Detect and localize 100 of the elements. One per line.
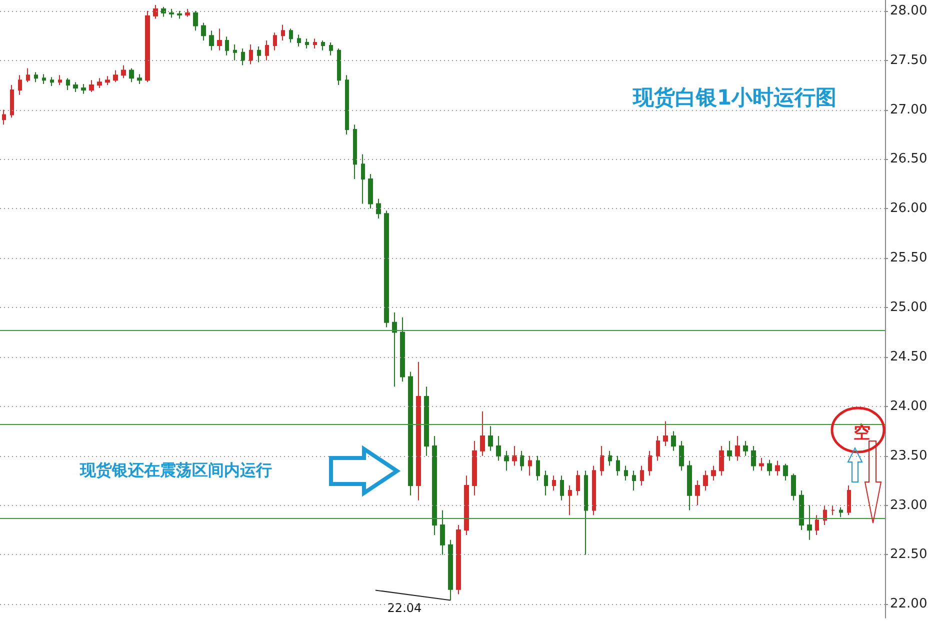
- candlestick: [345, 74, 349, 135]
- candlestick: [775, 460, 780, 476]
- annotation: 空: [854, 423, 870, 443]
- candlestick: [448, 539, 453, 601]
- y-tick-label: 24.50: [890, 349, 928, 364]
- candlestick: [807, 504, 812, 540]
- candlestick: [225, 36, 229, 56]
- y-tick-label: 22.00: [890, 596, 928, 612]
- y-tick-label: 26.50: [890, 152, 928, 167]
- candlestick: [480, 410, 485, 456]
- annotation: 现货银还在震荡区间内运行: [79, 460, 272, 480]
- candlestick: [97, 78, 102, 89]
- candlestick: [759, 457, 764, 472]
- y-tick-label: 28.00: [890, 3, 928, 18]
- candlestick: [321, 40, 325, 51]
- y-tick-label: 25.00: [890, 300, 928, 316]
- y-tick-label: 27.00: [890, 102, 928, 118]
- candlestick: [424, 386, 429, 456]
- candlestick: [10, 84, 14, 118]
- candlestick: [687, 460, 692, 511]
- candlestick: [472, 440, 477, 496]
- candlestick: [496, 436, 501, 462]
- candlestick: [201, 22, 206, 42]
- candlestick: [576, 470, 580, 496]
- candlestick: [313, 38, 317, 49]
- candlestick: [241, 48, 245, 66]
- candlestick: [815, 514, 819, 536]
- candlestick: [695, 480, 700, 506]
- candlestick: [799, 490, 804, 530]
- candlestick: [18, 74, 22, 96]
- candlestick: [831, 504, 835, 516]
- candlestick: [743, 440, 748, 456]
- candlestick: [329, 42, 333, 56]
- candlestick: [464, 475, 469, 536]
- candlestick: [265, 40, 269, 61]
- candlestick: [113, 70, 118, 83]
- candlestick: [839, 506, 843, 518]
- candlestick: [145, 10, 150, 83]
- y-tick-label: 22.50: [890, 547, 928, 562]
- candlestick: [42, 74, 46, 85]
- candlestick: [361, 154, 365, 204]
- candlestick: [719, 445, 724, 476]
- candlestick: [121, 64, 126, 79]
- candlestick: [847, 485, 851, 516]
- candlestick: [400, 316, 405, 382]
- candlestick: [66, 78, 70, 90]
- y-tick-label: 23.50: [890, 448, 928, 464]
- candlestick: [544, 470, 548, 496]
- candlestick: [129, 68, 134, 83]
- candlestick: [353, 124, 357, 180]
- candlestick: [640, 465, 644, 486]
- candlestick: [536, 455, 540, 482]
- candlestick: [783, 463, 788, 482]
- candlestick: [161, 6, 166, 18]
- candlestick: [648, 450, 652, 476]
- y-tick-label: 23.00: [890, 498, 928, 513]
- candlestick: [193, 10, 198, 32]
- candlestick: [81, 84, 86, 94]
- y-tick-label: 25.50: [890, 250, 928, 266]
- candlestick: [568, 485, 572, 516]
- candlestick: [153, 4, 158, 20]
- candlestick: [217, 28, 222, 51]
- candlestick: [289, 28, 293, 44]
- candlestick: [751, 445, 756, 472]
- candlestick: [488, 426, 493, 452]
- candlestick: [528, 455, 532, 476]
- candlestick: [823, 504, 827, 526]
- candlestick: [50, 76, 54, 87]
- candlestick: [624, 465, 628, 482]
- candlestick: [791, 473, 796, 501]
- candlestick: [209, 30, 214, 51]
- candlestick: [185, 8, 190, 18]
- candlestick: [512, 445, 517, 466]
- candlestick: [105, 76, 110, 86]
- candlestick: [305, 38, 309, 49]
- candlestick: [616, 455, 620, 476]
- candlestick: [592, 465, 596, 516]
- candlestick: [58, 74, 62, 86]
- candlestick: [663, 420, 668, 446]
- candlestick: [249, 44, 253, 65]
- candlestick: [600, 445, 604, 476]
- candlestick: [34, 72, 38, 83]
- candlestick: [767, 459, 772, 476]
- y-tick-label: 27.50: [890, 52, 928, 68]
- y-tick-label: 26.00: [890, 201, 928, 216]
- candlestick: [2, 109, 6, 126]
- candlestick: [297, 34, 301, 47]
- candlestick: [656, 436, 660, 462]
- candlestick: [26, 68, 30, 83]
- candlestick: [384, 210, 389, 328]
- candlestick: [703, 470, 708, 491]
- candlestick: [233, 44, 237, 61]
- y-tick-label: 24.00: [890, 398, 928, 414]
- candlestick: [89, 80, 94, 92]
- candlestick: [337, 48, 341, 86]
- text: 现货白银1小时运行图: [632, 86, 837, 110]
- candlestick: [632, 470, 636, 491]
- candlestick: [711, 465, 716, 482]
- candlestick: [73, 82, 78, 92]
- candlestick: [735, 436, 740, 462]
